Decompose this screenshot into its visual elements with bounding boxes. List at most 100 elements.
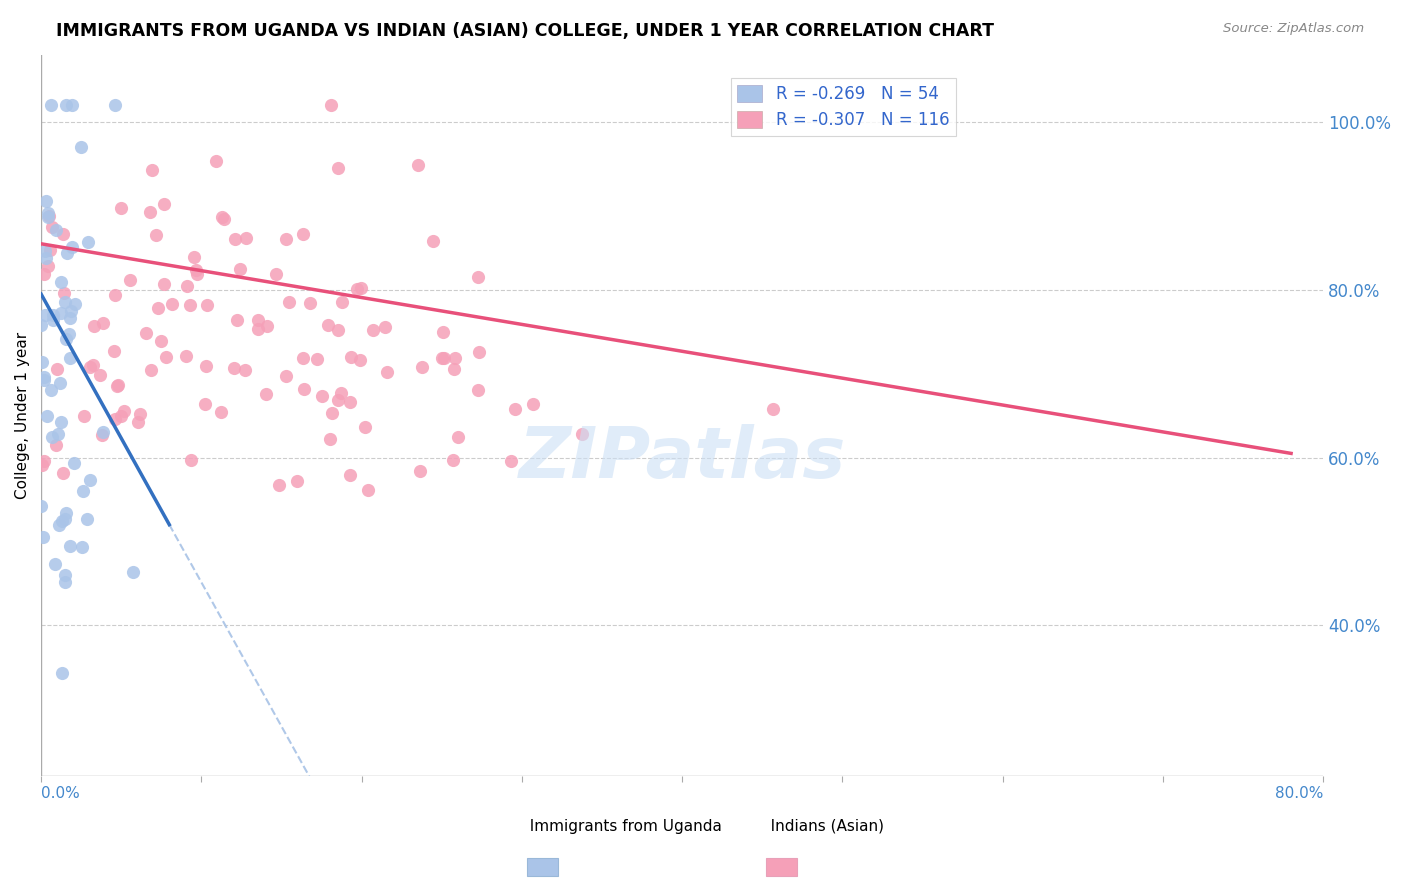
Point (112, 404, 135, 418)
Point (180, 452, 202, 467)
Point (246, 313, 269, 327)
Point (34, 453, 56, 467)
Point (339, 468, 361, 483)
Point (41, 313, 63, 327)
Point (110, 409, 132, 424)
Point (45, 223, 67, 237)
Point (226, 313, 249, 327)
Point (467, 383, 489, 397)
Point (51, 275, 73, 289)
Point (134, 326, 156, 340)
Point (82, 358, 104, 372)
Point (328, 392, 350, 407)
Point (153, 197, 176, 211)
Point (224, 232, 246, 246)
Point (375, 365, 398, 379)
Point (211, 210, 233, 224)
Point (571, 426, 593, 441)
Point (278, 294, 301, 309)
Point (141, 163, 163, 178)
Point (59, 304, 82, 318)
Point (129, 407, 152, 421)
Point (53, 568, 76, 582)
Point (48, 518, 70, 533)
Point (30, 500, 52, 514)
Point (264, 268, 287, 282)
Point (162, 297, 184, 311)
Point (276, 232, 298, 246)
Point (411, 359, 433, 374)
Point (60, 240, 83, 254)
Point (432, 326, 454, 340)
Point (35, 409, 58, 423)
Point (38, 209, 60, 223)
Point (49, 306, 72, 320)
Point (467, 270, 489, 285)
Point (34, 251, 56, 265)
Point (339, 394, 361, 409)
Point (235, 231, 257, 245)
Point (233, 363, 256, 377)
Point (319, 98, 342, 112)
Point (326, 161, 349, 175)
Point (31, 355, 53, 369)
Text: 80.0%: 80.0% (1275, 786, 1323, 801)
Point (214, 211, 236, 226)
Point (316, 318, 339, 333)
Point (59, 351, 82, 365)
Point (350, 280, 373, 294)
Point (39, 243, 62, 257)
Point (503, 402, 526, 417)
Point (37, 210, 59, 224)
Point (72, 409, 94, 423)
Point (305, 351, 328, 366)
Point (46, 362, 69, 376)
Point (91, 425, 114, 440)
Point (52, 227, 75, 241)
Point (91, 428, 114, 442)
Text: ZIPatlas: ZIPatlas (519, 425, 846, 493)
Point (153, 277, 176, 292)
Point (31, 458, 53, 473)
Point (222, 360, 245, 375)
Point (39, 384, 62, 398)
Point (60, 98, 83, 112)
Point (72, 483, 94, 498)
Point (267, 478, 290, 492)
Y-axis label: College, Under 1 year: College, Under 1 year (15, 332, 30, 500)
Point (357, 483, 380, 498)
Point (110, 201, 132, 215)
Point (104, 98, 127, 112)
Point (127, 416, 149, 430)
Point (32, 369, 55, 384)
Point (246, 321, 269, 335)
Point (150, 334, 173, 349)
Point (155, 350, 177, 364)
Point (444, 351, 467, 366)
Point (340, 350, 363, 364)
Point (30, 318, 52, 332)
Point (37, 206, 59, 220)
Legend: R = -0.269   N = 54, R = -0.307   N = 116: R = -0.269 N = 54, R = -0.307 N = 116 (731, 78, 956, 136)
Point (183, 250, 205, 264)
Point (292, 382, 315, 396)
Point (176, 278, 198, 293)
Point (41, 308, 63, 322)
Point (330, 295, 353, 310)
Point (31, 530, 53, 544)
Point (205, 154, 228, 169)
Point (274, 368, 297, 383)
Point (56, 245, 79, 260)
Point (53, 295, 76, 310)
Point (349, 353, 371, 368)
Point (311, 389, 333, 403)
Point (58, 326, 80, 341)
Point (55, 333, 77, 347)
Point (118, 273, 141, 287)
Point (83, 319, 105, 334)
Point (186, 267, 208, 281)
Point (122, 566, 145, 580)
Point (184, 263, 207, 277)
Point (298, 296, 321, 310)
Point (37, 259, 59, 273)
